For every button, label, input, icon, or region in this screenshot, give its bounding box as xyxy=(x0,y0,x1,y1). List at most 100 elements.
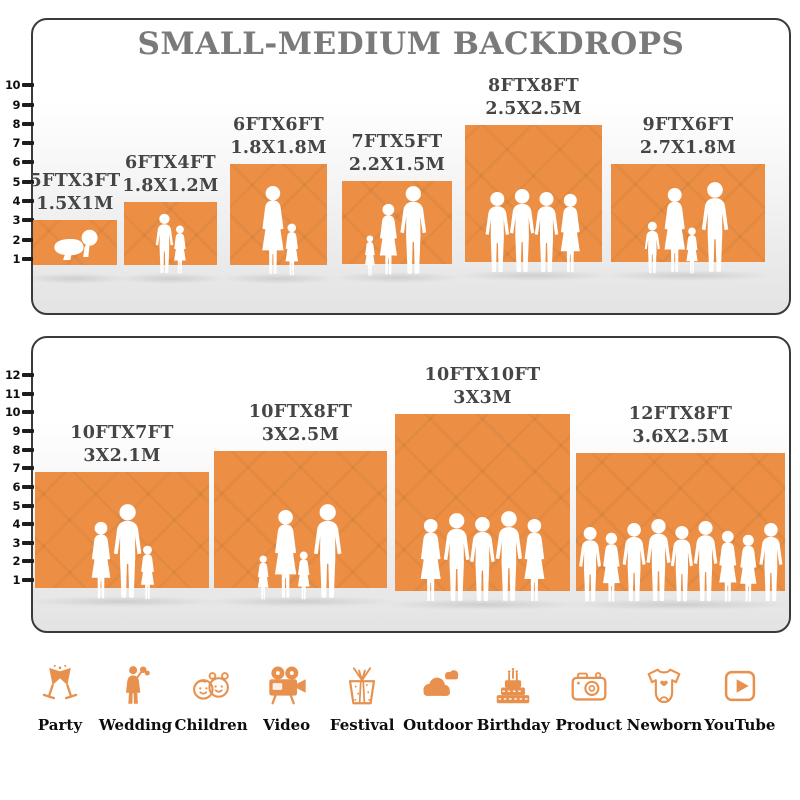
backdrop-size-ft: 8FTX8FT xyxy=(488,76,579,97)
category-label: Children xyxy=(174,716,248,734)
ruler-mark: 4 xyxy=(2,194,34,208)
backdrop-size-m: 3X2.1M xyxy=(83,445,161,466)
category-label: Newborn xyxy=(626,716,703,734)
people-silhouettes xyxy=(254,185,303,277)
youtube-icon xyxy=(717,663,763,709)
ruler-number: 4 xyxy=(12,517,20,531)
backdrop-size-label: 6FTX4FT 1.8X1.2M xyxy=(122,152,218,197)
backdrop-size-label: 12FTX8FT 3.6X2.5M xyxy=(629,403,732,448)
backdrop-size-label: 7FTX5FT 2.2X1.5M xyxy=(349,131,445,176)
ruler-number: 8 xyxy=(12,117,20,131)
backdrop-size-m: 2.5X2.5M xyxy=(485,98,582,119)
category-label: Festival xyxy=(329,716,395,734)
ruler-number: 5 xyxy=(12,175,20,189)
ruler-number: 2 xyxy=(12,233,20,247)
party-icon xyxy=(37,663,83,709)
ruler-mark: 1 xyxy=(2,252,34,266)
ruler-number: 2 xyxy=(12,554,20,568)
ruler-bottom: 12 11 10 9 8 xyxy=(2,338,34,631)
ruler-mark: 7 xyxy=(2,136,34,150)
ruler-tick xyxy=(22,198,34,204)
ruler-tick xyxy=(22,465,34,471)
backdrop-size-m: 2.7X1.8M xyxy=(639,137,737,158)
category-item[interactable]: Party xyxy=(26,663,94,734)
ruler-number: 7 xyxy=(12,461,20,475)
backdrop-size-label: 6FTX6FT 1.8X1.8M xyxy=(230,114,326,159)
backdrop: 8FTX8FT 2.5X2.5M xyxy=(455,76,612,281)
ruler-tick xyxy=(22,217,34,223)
product-icon xyxy=(566,663,612,709)
ruler-mark: 8 xyxy=(2,117,34,131)
ruler-tick xyxy=(22,428,34,434)
ruler-tick xyxy=(22,558,34,564)
backdrop-size-m: 1.5X1M xyxy=(36,193,114,214)
backdrop-size-m: 2.2X1.5M xyxy=(348,154,446,175)
backdrop: 9FTX6FT 2.7X1.8M xyxy=(601,115,775,281)
ruler-number: 9 xyxy=(12,98,20,112)
page-title: SMALL-MEDIUM BACKDROPS xyxy=(137,26,685,62)
ruler-mark: 6 xyxy=(2,155,34,169)
ruler-tick xyxy=(22,82,34,88)
category-item[interactable]: YouTube xyxy=(704,663,776,734)
backdrop: 6FTX4FT 1.8X1.2M xyxy=(114,153,227,284)
backdrop-size-m: 1.8X1.2M xyxy=(122,175,219,196)
ruler-mark: 10 xyxy=(2,78,34,92)
ruler-number: 10 xyxy=(4,405,21,419)
ruler-mark: 6 xyxy=(2,480,34,494)
people-silhouettes xyxy=(152,213,190,275)
ruler-tick xyxy=(22,484,34,490)
ruler-number: 6 xyxy=(12,155,20,169)
category-item[interactable]: Children xyxy=(174,663,248,734)
category-item[interactable]: Wedding xyxy=(99,663,172,734)
ruler-tick xyxy=(22,159,34,165)
category-item[interactable]: Festival xyxy=(328,663,396,734)
category-item[interactable]: Birthday xyxy=(477,663,550,734)
backdrop-size-m: 3X2.5M xyxy=(261,424,340,445)
people-silhouettes xyxy=(362,185,433,277)
category-item[interactable]: Outdoor xyxy=(403,663,472,734)
ruler-mark: 3 xyxy=(2,536,34,550)
ruler-number: 3 xyxy=(12,536,20,550)
ruler-mark: 1 xyxy=(2,573,34,587)
ruler-tick xyxy=(22,391,34,397)
ruler-mark: 2 xyxy=(2,554,34,568)
ruler-number: 1 xyxy=(12,252,20,266)
birthday-icon xyxy=(490,663,536,709)
ruler-number: 10 xyxy=(4,78,21,92)
backdrop-size-ft: 12FTX8FT xyxy=(628,404,733,425)
people-silhouettes xyxy=(480,188,587,275)
backdrop-size-m: 1.8X1.8M xyxy=(230,137,327,158)
ruler-number: 12 xyxy=(4,368,21,382)
category-item[interactable]: Video xyxy=(253,663,321,734)
ruler-mark: 10 xyxy=(2,405,34,419)
backdrop-rect xyxy=(214,451,387,588)
backdrop-size-label: 10FTX7FT 3X2.1M xyxy=(70,422,173,467)
children-icon xyxy=(188,663,234,709)
backdrop-size-ft: 7FTX5FT xyxy=(351,132,443,153)
backdrop: 6FTX6FT 1.8X1.8M xyxy=(220,115,337,284)
backdrop-size-ft: 6FTX4FT xyxy=(125,153,216,174)
category-label: YouTube xyxy=(704,716,776,734)
backdrop-size-label: 9FTX6FT 2.7X1.8M xyxy=(640,114,736,159)
ruler-mark: 8 xyxy=(2,443,34,457)
ruler-tick xyxy=(22,409,34,415)
ruler-tick xyxy=(22,447,34,453)
backdrop-size-ft: 5FTX3FT xyxy=(29,171,121,192)
ruler-number: 8 xyxy=(12,443,20,457)
backdrop-size-ft: 10FTX7FT xyxy=(70,423,174,444)
category-item[interactable]: Product xyxy=(555,663,623,734)
ruler-mark: 5 xyxy=(2,175,34,189)
ruler-tick xyxy=(22,540,34,546)
category-row: Party Wedding Children Video xyxy=(26,663,776,734)
ruler-tick xyxy=(22,237,34,243)
ruler-tick xyxy=(22,521,34,527)
category-item[interactable]: Newborn xyxy=(627,663,702,734)
ruler-tick xyxy=(22,256,34,262)
ruler-number: 11 xyxy=(4,387,21,401)
panel-medium-large-backdrops: 12 11 10 9 8 xyxy=(5,336,795,633)
backdrop-size-ft: 9FTX6FT xyxy=(642,115,734,136)
backdrop: 10FTX10FT 3X3M xyxy=(385,365,580,610)
ruler-mark: 7 xyxy=(2,461,34,475)
ruler-mark: 9 xyxy=(2,98,34,112)
backdrop-size-label: 5FTX3FT 1.5X1M xyxy=(30,170,121,215)
